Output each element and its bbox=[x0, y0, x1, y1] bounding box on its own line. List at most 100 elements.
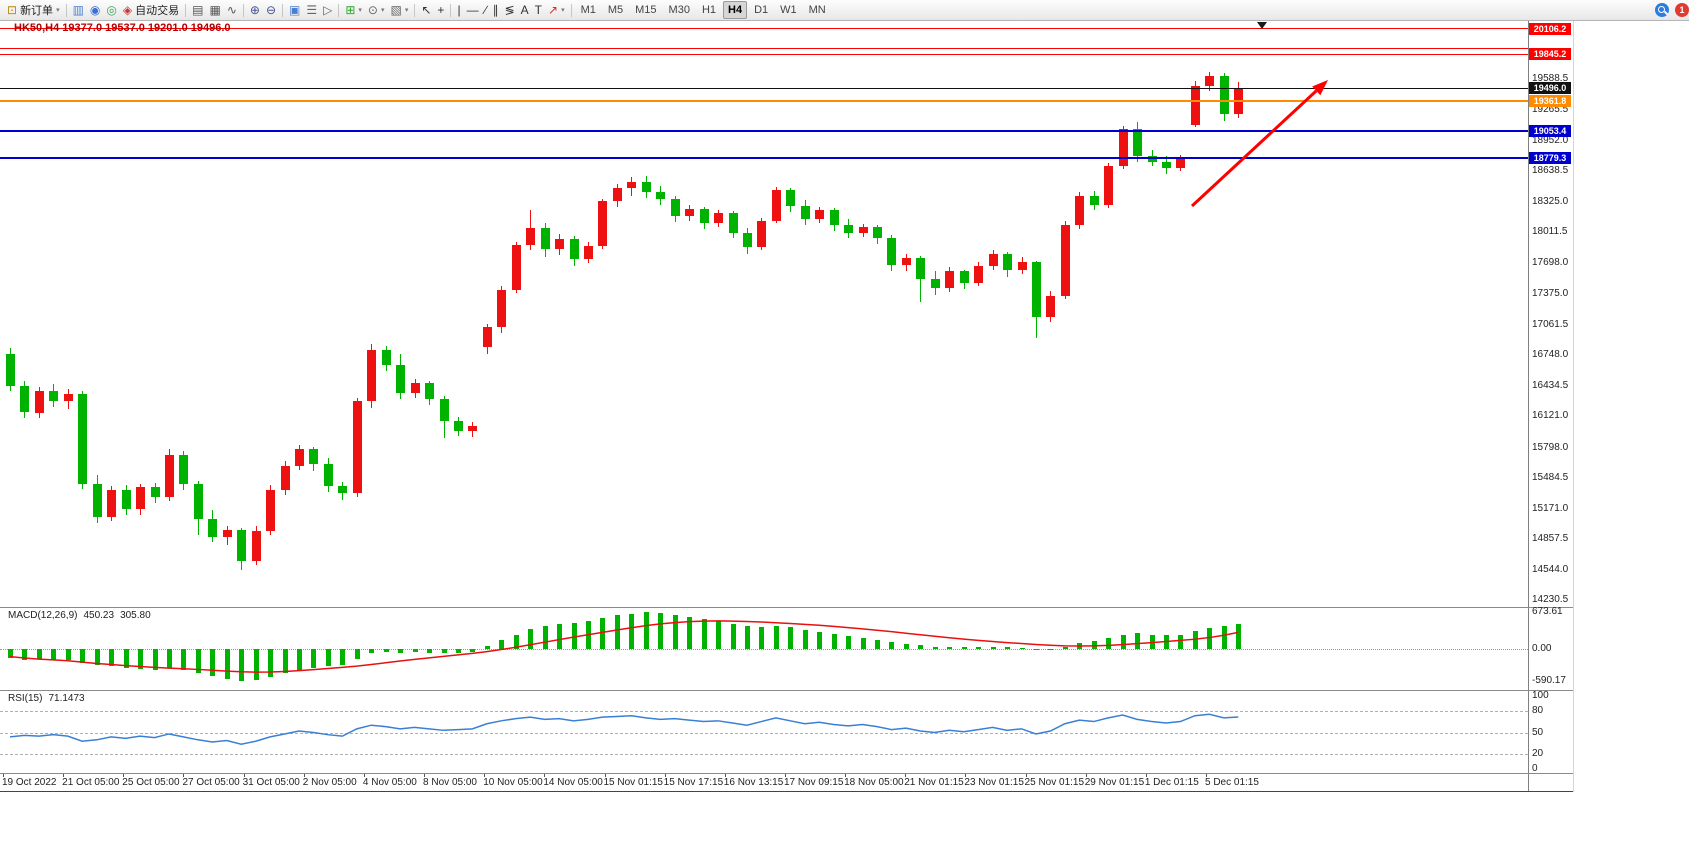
time-axis-tick bbox=[724, 774, 726, 777]
timeframe-h4-button[interactable]: H4 bbox=[723, 1, 748, 19]
tile-windows-icon: ▣ bbox=[289, 3, 301, 17]
timeframe-m1-button[interactable]: M1 bbox=[580, 4, 596, 16]
price-axis-label: 14544.0 bbox=[1532, 563, 1569, 575]
macd-scale-label: 0.00 bbox=[1532, 643, 1552, 654]
candle-body bbox=[352, 400, 362, 494]
time-axis-label: 27 Oct 05:00 bbox=[182, 777, 240, 788]
macd-histogram-bar bbox=[1048, 649, 1054, 650]
notification-badge[interactable]: 1 bbox=[1675, 3, 1689, 17]
macd-histogram-bar bbox=[1077, 643, 1083, 649]
candle-body bbox=[295, 449, 304, 466]
market-watch-button[interactable]: ◉ bbox=[87, 1, 103, 19]
price-level-line[interactable] bbox=[0, 87, 1528, 89]
price-level-badge: 18779.3 bbox=[1529, 151, 1571, 164]
tile-windows-button[interactable]: ▣ bbox=[286, 1, 303, 19]
price-axis-label: 16748.0 bbox=[1532, 349, 1569, 361]
periods-icon: ⊙ bbox=[367, 3, 378, 17]
autotrade-button-label: 自动交易 bbox=[135, 5, 180, 17]
macd-histogram-bar bbox=[152, 649, 158, 670]
price-level-line[interactable] bbox=[0, 48, 1528, 50]
charts-button[interactable]: ▥ bbox=[70, 1, 87, 19]
candle-chart-button[interactable]: ▦ bbox=[206, 1, 223, 19]
label-button[interactable]: T bbox=[532, 1, 545, 19]
shift-chart-button[interactable]: ▷ bbox=[320, 1, 335, 19]
candle-body bbox=[251, 531, 261, 562]
macd-histogram-bar bbox=[860, 638, 866, 649]
templates-button[interactable]: ▧ ▾ bbox=[388, 1, 412, 19]
candle-body bbox=[584, 246, 593, 259]
candle-body bbox=[1118, 129, 1128, 167]
zoom-out-button[interactable]: ⊖ bbox=[263, 1, 279, 19]
candle-body bbox=[49, 391, 59, 401]
candle-body bbox=[916, 257, 926, 280]
price-axis-label: 14230.5 bbox=[1532, 594, 1569, 606]
indicators-button[interactable]: ⊞ ▾ bbox=[342, 1, 365, 19]
candle-body bbox=[280, 466, 290, 491]
price-level-line[interactable] bbox=[0, 28, 1528, 30]
time-axis-label: 5 Dec 01:15 bbox=[1205, 777, 1259, 788]
vertical-line-button[interactable]: | bbox=[454, 1, 463, 19]
candle-body bbox=[1060, 224, 1070, 296]
fibonacci-button[interactable]: ≶ bbox=[502, 1, 518, 19]
toolbar-separator bbox=[282, 3, 283, 17]
macd-histogram-bar bbox=[918, 645, 924, 649]
candle-body bbox=[6, 354, 15, 387]
timeframe-m5-button[interactable]: M5 bbox=[607, 4, 624, 16]
rsi-level-line bbox=[0, 710, 1528, 712]
caret-down-icon: ▾ bbox=[358, 7, 362, 14]
line-chart-button[interactable]: ∿ bbox=[224, 1, 240, 19]
macd-histogram-bar bbox=[846, 636, 852, 649]
crosshair-button[interactable]: + bbox=[434, 1, 447, 19]
candle-body bbox=[771, 189, 781, 221]
timeframe-m30-button[interactable]: M30 bbox=[668, 4, 690, 16]
candle-body bbox=[92, 483, 102, 517]
cursor-button[interactable]: ↖ bbox=[418, 1, 434, 19]
macd-histogram-bar bbox=[138, 649, 144, 669]
macd-histogram-bar bbox=[8, 649, 13, 659]
text-button[interactable]: A bbox=[518, 1, 532, 19]
periods-button[interactable]: ⊙ ▾ bbox=[365, 1, 388, 19]
time-axis-tick bbox=[363, 774, 365, 777]
bar-chart-button[interactable]: ▤ bbox=[189, 1, 206, 19]
timeframe-w1-button[interactable]: W1 bbox=[780, 4, 797, 16]
macd-histogram-bar bbox=[354, 649, 360, 659]
macd-histogram-bar bbox=[398, 649, 404, 653]
rsi-level-line bbox=[0, 754, 1528, 756]
candle-body bbox=[136, 487, 146, 509]
horizontal-line-button[interactable]: — bbox=[464, 1, 482, 19]
candle-body bbox=[453, 421, 463, 431]
timeframe-m15-button[interactable]: M15 bbox=[635, 4, 657, 16]
timeframe-mn-button[interactable]: MN bbox=[808, 4, 826, 16]
time-axis-tick bbox=[3, 774, 4, 777]
macd-label: MACD(12,26,9) bbox=[8, 610, 78, 621]
new-order-button[interactable]: ⊡ 新订单 ▾ bbox=[4, 1, 63, 19]
candle-body bbox=[901, 257, 911, 265]
candle-body bbox=[1046, 295, 1056, 318]
trendline-button[interactable]: ∕ bbox=[482, 1, 490, 19]
candle-body bbox=[237, 530, 247, 562]
price-level-line[interactable] bbox=[0, 100, 1528, 103]
navigator-button[interactable]: ◎ bbox=[103, 1, 119, 19]
candle-body bbox=[959, 271, 969, 284]
price-level-line[interactable] bbox=[0, 130, 1528, 133]
macd-histogram-bar bbox=[340, 649, 346, 665]
trendline-icon: ∕ bbox=[484, 3, 487, 17]
candle-body bbox=[815, 210, 825, 219]
channel-button[interactable]: ∥ bbox=[490, 1, 502, 19]
shift-chart-icon: ▷ bbox=[323, 3, 333, 17]
autotrade-button[interactable]: ◈ 自动交易 bbox=[120, 1, 182, 19]
zoom-in-button[interactable]: ⊕ bbox=[247, 1, 263, 19]
timeframe-d1-button[interactable]: D1 bbox=[754, 4, 769, 16]
candle-body bbox=[222, 530, 232, 537]
timeframe-h1-button[interactable]: H1 bbox=[701, 4, 717, 16]
arrange-button[interactable]: ☰ bbox=[303, 1, 320, 19]
time-axis-label: 21 Nov 01:15 bbox=[904, 777, 964, 788]
channel-icon: ∥ bbox=[492, 3, 499, 17]
price-level-line[interactable] bbox=[0, 156, 1528, 159]
time-axis-label: 18 Nov 05:00 bbox=[844, 777, 904, 788]
arrows-button[interactable]: ↗ ▾ bbox=[545, 1, 568, 19]
candle-body bbox=[728, 213, 738, 233]
chart-shift-marker[interactable] bbox=[1257, 22, 1267, 29]
search-icon[interactable] bbox=[1655, 3, 1669, 17]
price-level-line[interactable] bbox=[0, 53, 1528, 55]
